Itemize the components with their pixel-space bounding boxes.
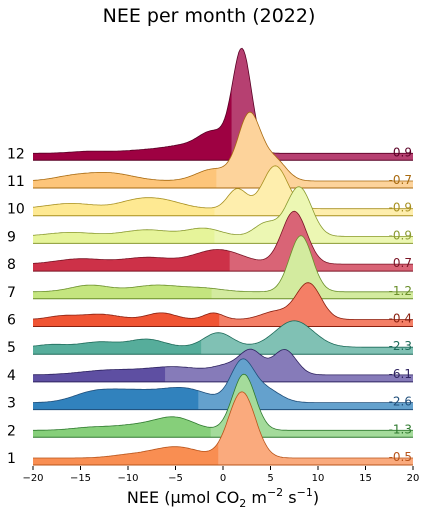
x-tick-label: 0 bbox=[220, 473, 226, 484]
median-label-11: -0.7 bbox=[389, 173, 412, 187]
ridge-outline-2 bbox=[33, 373, 413, 431]
x-tick-label: −15 bbox=[70, 473, 91, 484]
median-label-9: -0.9 bbox=[389, 228, 412, 242]
x-tick-label: 5 bbox=[267, 473, 273, 484]
median-label-5: -2.3 bbox=[389, 339, 412, 353]
x-tick-label: 10 bbox=[312, 473, 325, 484]
x-tick-label: −20 bbox=[22, 473, 43, 484]
median-label-4: -6.1 bbox=[389, 367, 412, 381]
x-axis: −20 −15 −10 −5 0 5 10 15 20 bbox=[22, 466, 419, 484]
x-axis-label: NEE (μmol CO2 m−2 s−1) bbox=[127, 486, 319, 510]
median-label-7: -1.2 bbox=[389, 284, 412, 298]
median-label-10: -0.9 bbox=[389, 201, 412, 215]
x-tick-label: −5 bbox=[168, 473, 183, 484]
ridge-outline-7 bbox=[33, 235, 413, 293]
month-label-3: 3 bbox=[7, 396, 16, 412]
x-tick-label: 15 bbox=[359, 473, 372, 484]
month-label-11: 11 bbox=[7, 174, 25, 190]
ridge-area-2 bbox=[33, 374, 413, 438]
ridge-area-11 bbox=[33, 112, 413, 188]
ridge-outline-3 bbox=[33, 358, 413, 403]
month-label-4: 4 bbox=[7, 368, 16, 384]
median-label-3: -2.6 bbox=[389, 395, 412, 409]
ridge-area-5 bbox=[33, 320, 413, 355]
ridge-area-10 bbox=[33, 165, 413, 216]
ridge-outline-9 bbox=[32, 186, 413, 237]
median-label-1: -0.5 bbox=[389, 450, 412, 464]
month-label-7: 7 bbox=[7, 285, 16, 301]
ridge-outline-5 bbox=[32, 320, 413, 348]
month-label-9: 9 bbox=[7, 229, 16, 245]
ridge-area-12 bbox=[33, 48, 413, 161]
ridge-outline-8 bbox=[32, 210, 413, 265]
month-label-2: 2 bbox=[7, 423, 16, 439]
ridge-area-6 bbox=[33, 282, 413, 327]
median-label-8: 0.7 bbox=[393, 256, 412, 270]
ridge-area-9 bbox=[33, 186, 413, 244]
month-label-5: 5 bbox=[7, 340, 16, 356]
month-label-1: 1 bbox=[7, 451, 16, 467]
ridge-outline-10 bbox=[32, 165, 413, 210]
ridge-outline-6 bbox=[32, 282, 413, 320]
month-label-8: 8 bbox=[7, 257, 16, 273]
month-label-10: 10 bbox=[7, 202, 25, 218]
ridge-month-11: 11 -0.7 bbox=[7, 111, 413, 190]
ridge-outline-1 bbox=[33, 391, 413, 459]
x-tick-label: 20 bbox=[407, 473, 420, 484]
month-label-6: 6 bbox=[7, 313, 16, 329]
ridge-outline-12 bbox=[33, 47, 413, 154]
median-label-12: 0.9 bbox=[393, 145, 412, 159]
ridge-area-7 bbox=[33, 235, 413, 299]
ridge-area-1 bbox=[33, 391, 413, 465]
ridge-area-3 bbox=[33, 358, 413, 410]
ridges: 12 0.911 -0.710 -0.99 -0.98 0.77 -1.26 -0.45 -2.… bbox=[7, 47, 413, 467]
month-label-12: 12 bbox=[7, 146, 25, 162]
ridge-outline-11 bbox=[32, 111, 413, 182]
median-label-6: -0.4 bbox=[389, 312, 412, 326]
median-label-2: -1.3 bbox=[389, 422, 412, 436]
ridge-area-4 bbox=[33, 349, 413, 382]
x-tick-label: −10 bbox=[117, 473, 138, 484]
ridge-outline-4 bbox=[32, 348, 413, 376]
chart-title: NEE per month (2022) bbox=[103, 5, 316, 27]
